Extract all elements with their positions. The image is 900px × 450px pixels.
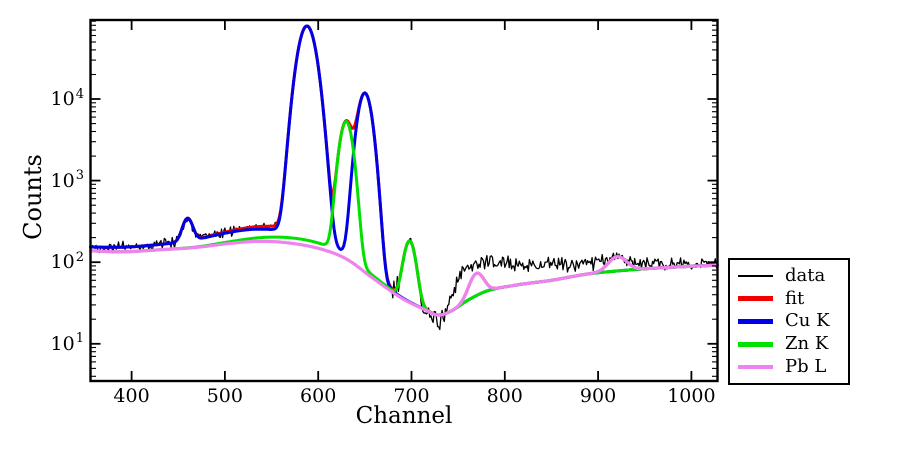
x-axis-title: Channel bbox=[355, 403, 453, 429]
legend-item-label: Pb L bbox=[785, 356, 827, 378]
legend-item-fit: fit bbox=[730, 287, 848, 309]
y-tick-label: 102 bbox=[50, 249, 84, 274]
legend-item-data: data bbox=[730, 264, 848, 286]
legend-item-zn-k: Zn K bbox=[730, 335, 848, 353]
legend-item-pb-l: Pb L bbox=[730, 358, 848, 376]
legend-line-sample bbox=[738, 296, 773, 301]
legend-item-label: data bbox=[785, 264, 826, 286]
legend-line-sample bbox=[738, 274, 773, 278]
x-tick-label: 500 bbox=[206, 385, 243, 407]
legend: data fit Cu K Zn K Pb L bbox=[728, 258, 850, 385]
legend-line-sample bbox=[738, 364, 773, 370]
curves bbox=[88, 24, 720, 331]
series-data bbox=[89, 26, 719, 331]
series-zn-k bbox=[89, 120, 719, 317]
legend-item-cu-k: Cu K bbox=[730, 312, 848, 330]
y-tick-label: 101 bbox=[50, 331, 84, 355]
legend-item-label: Zn K bbox=[785, 333, 829, 355]
x-tick-label: 800 bbox=[486, 385, 523, 407]
legend-line-sample bbox=[738, 319, 773, 324]
x-tick-label: 600 bbox=[300, 385, 337, 407]
legend-item-label: Cu K bbox=[785, 310, 830, 332]
x-tick-label: 400 bbox=[113, 385, 150, 407]
x-tick-label: 1000 bbox=[667, 385, 716, 407]
axis-ticks bbox=[91, 20, 717, 380]
x-tick-label: 700 bbox=[393, 385, 430, 407]
y-tick-label: 103 bbox=[50, 168, 84, 192]
y-axis-title: Counts bbox=[19, 154, 47, 240]
x-tick-label: 900 bbox=[579, 385, 617, 407]
legend-item-label: fit bbox=[785, 287, 805, 309]
plot-frame bbox=[89, 18, 719, 383]
series-pb-l bbox=[88, 239, 720, 317]
y-tick-label: 104 bbox=[50, 86, 84, 111]
legend-line-sample bbox=[738, 342, 773, 347]
